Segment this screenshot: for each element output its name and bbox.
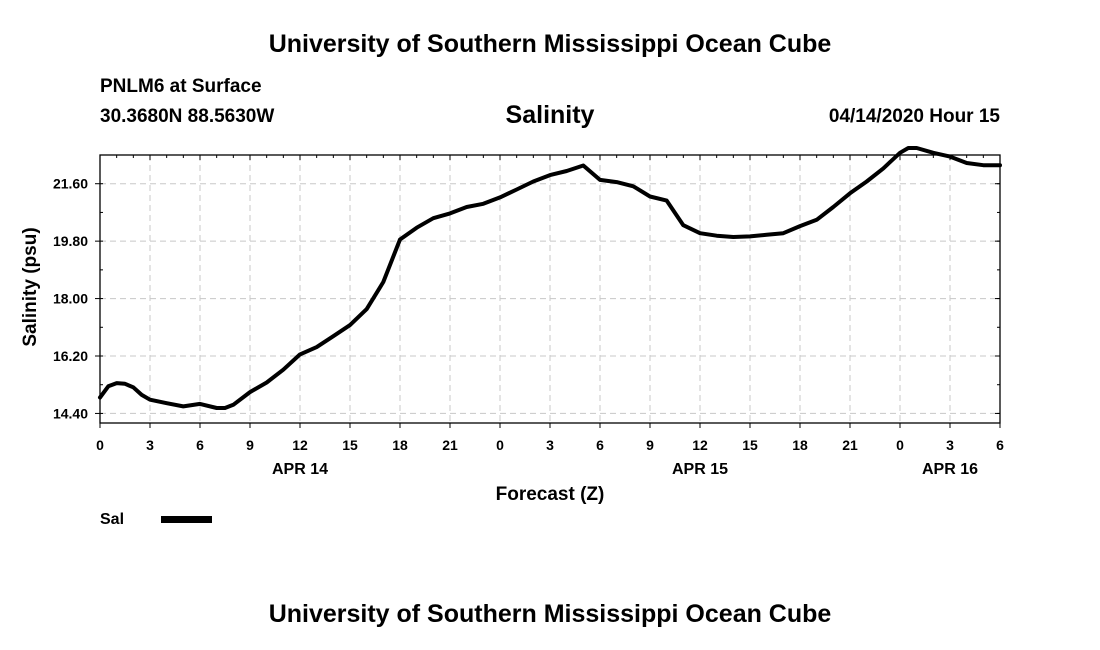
y-axis-label: Salinity (psu) <box>20 227 41 346</box>
x-tick-label: 6 <box>596 437 604 453</box>
x-tick-label: 0 <box>896 437 904 453</box>
x-tick-label: 0 <box>96 437 104 453</box>
series-line-salinity <box>98 146 1002 410</box>
y-tick-label: 14.40 <box>53 405 88 421</box>
chart-title: Salinity <box>505 101 595 129</box>
x-tick-label: 15 <box>742 437 758 453</box>
y-tick-label: 21.60 <box>53 176 88 192</box>
x-tick-label: 9 <box>646 437 654 453</box>
x-tick-label: 18 <box>792 437 808 453</box>
day-label: APR 14 <box>272 461 328 478</box>
y-tick-label: 19.80 <box>53 233 88 249</box>
x-tick-label: 21 <box>442 437 458 453</box>
y-tick-label: 18.00 <box>53 291 88 307</box>
day-label: APR 16 <box>922 461 978 478</box>
y-tick-label: 16.20 <box>53 348 88 364</box>
page-title: University of Southern Mississippi Ocean… <box>268 30 832 58</box>
x-tick-label: 15 <box>342 437 358 453</box>
legend-label: Sal <box>100 511 125 528</box>
x-tick-label: 21 <box>842 437 858 453</box>
coordinates-label: 30.3680N 88.5630W <box>100 106 275 127</box>
x-tick-label: 3 <box>546 437 554 453</box>
station-label: PNLM6 at Surface <box>100 76 262 97</box>
x-tick-label: 12 <box>692 437 708 453</box>
x-tick-label: 6 <box>996 437 1004 453</box>
x-tick-label: 12 <box>292 437 308 453</box>
day-label: APR 15 <box>672 461 728 478</box>
x-tick-label: 6 <box>196 437 204 453</box>
x-tick-label: 18 <box>392 437 408 453</box>
x-axis-label: Forecast (Z) <box>496 484 605 505</box>
x-tick-label: 9 <box>246 437 254 453</box>
x-tick-label: 3 <box>946 437 954 453</box>
x-tick-label: 3 <box>146 437 154 453</box>
footer-title: University of Southern Mississippi Ocean… <box>268 600 832 628</box>
x-tick-label: 0 <box>496 437 504 453</box>
forecast-datetime: 04/14/2020 Hour 15 <box>828 106 1000 127</box>
legend-swatch <box>161 516 212 523</box>
